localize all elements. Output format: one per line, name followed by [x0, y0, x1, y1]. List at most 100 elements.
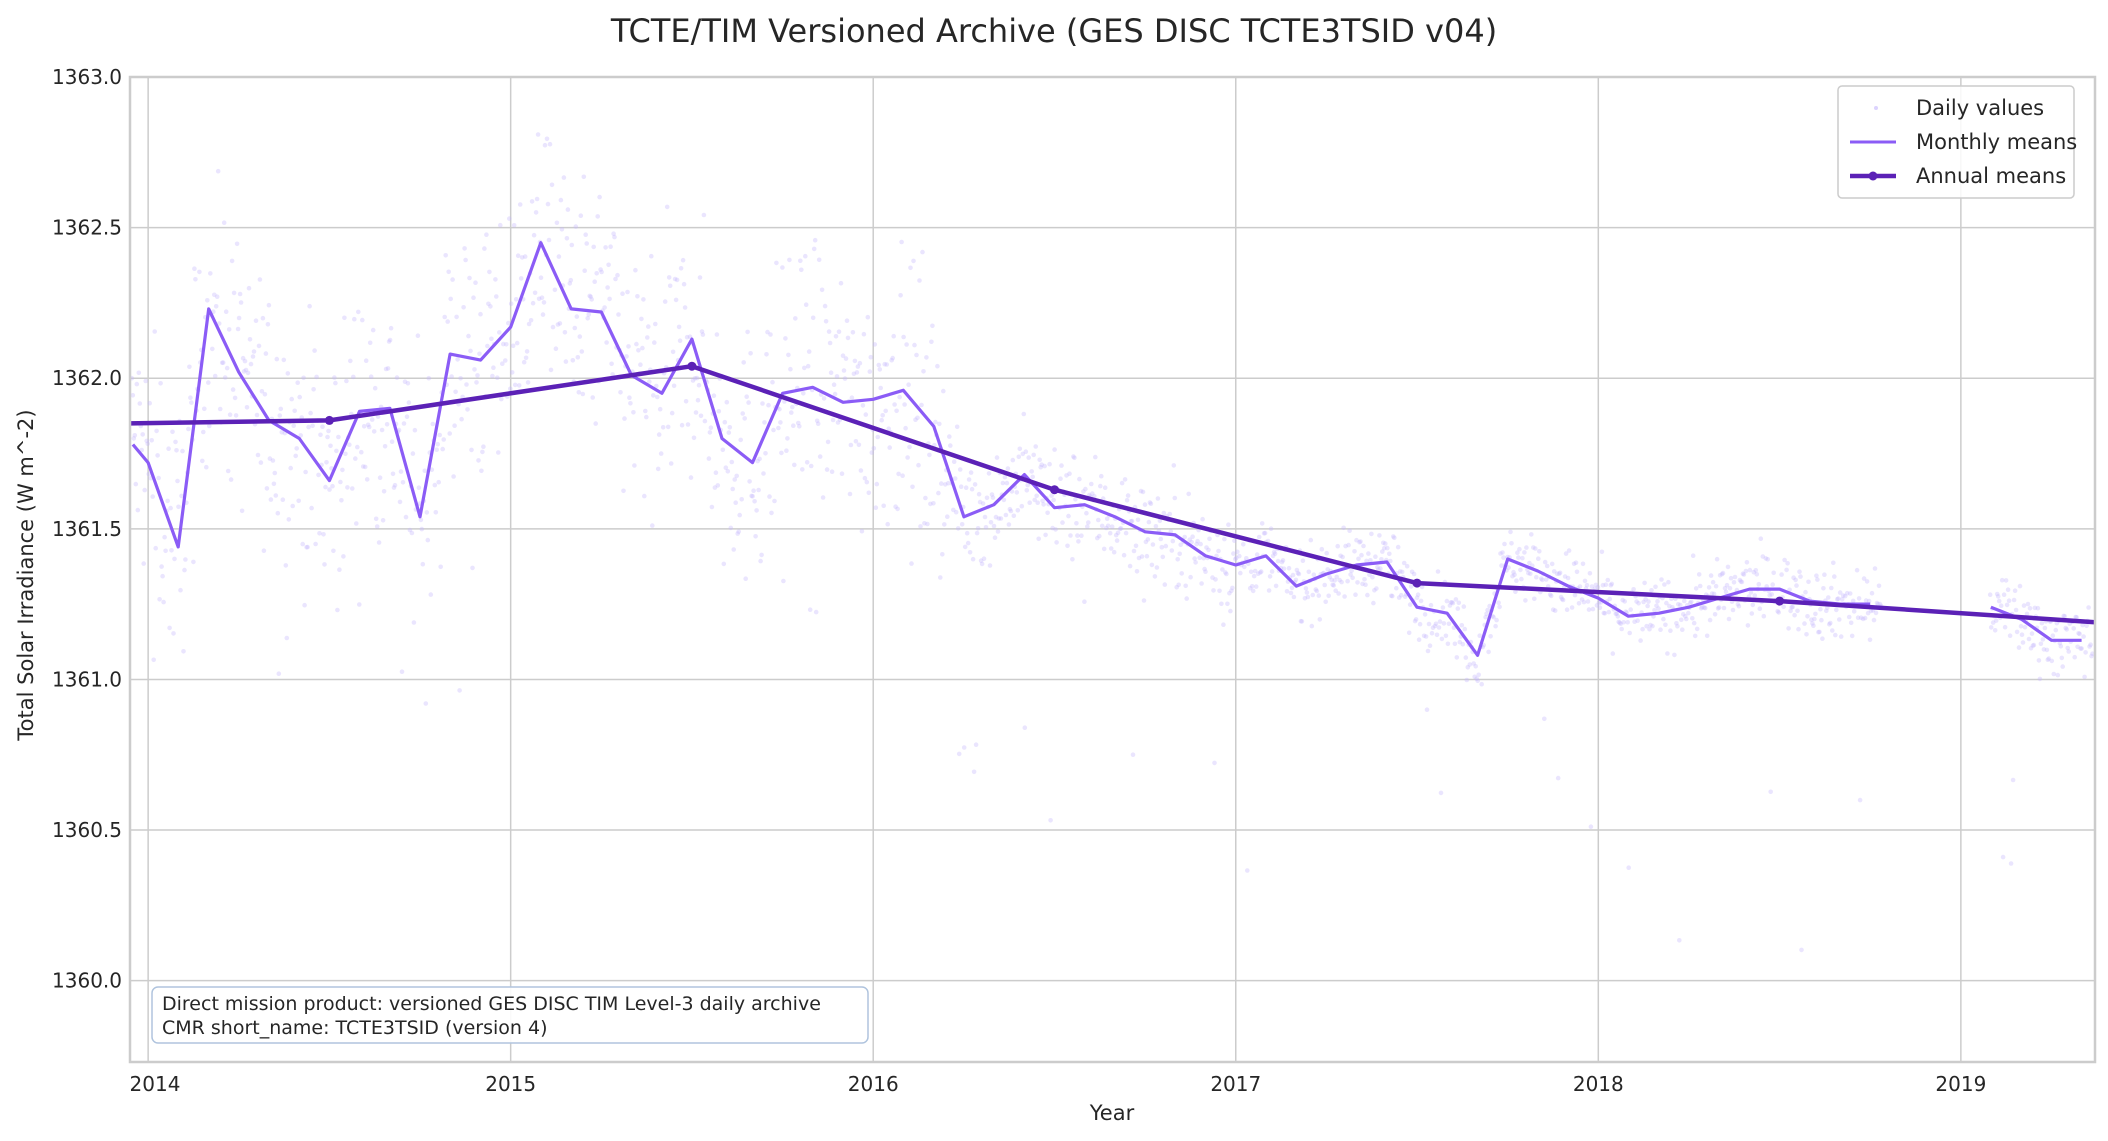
daily-point: [362, 464, 368, 470]
daily-point: [501, 341, 506, 347]
daily-point: [426, 375, 432, 381]
daily-point: [1317, 617, 1323, 622]
y-axis-label: Total Solar Irradiance (W m^-2): [14, 409, 38, 741]
daily-point: [635, 294, 640, 299]
daily-point: [1397, 569, 1403, 574]
daily-point: [1248, 569, 1254, 575]
daily-point: [994, 455, 1000, 460]
daily-point: [1821, 586, 1826, 591]
daily-point: [951, 459, 957, 465]
daily-point: [1622, 599, 1627, 604]
daily-point: [285, 371, 291, 376]
daily-point: [968, 470, 974, 475]
daily-point: [406, 400, 412, 405]
daily-point: [1572, 592, 1578, 598]
daily-point: [1590, 606, 1596, 612]
x-axis-label: Year: [1089, 1101, 1135, 1125]
daily-point: [826, 329, 832, 334]
daily-point: [748, 351, 753, 356]
daily-point: [741, 360, 746, 365]
daily-point: [1438, 790, 1444, 796]
daily-point: [1417, 621, 1423, 627]
daily-point: [851, 371, 857, 377]
daily-point: [2072, 654, 2077, 660]
daily-point: [1524, 545, 1529, 550]
daily-point: [504, 342, 509, 347]
daily-point: [1665, 651, 1670, 656]
daily-point: [1347, 528, 1352, 533]
legend-monthly-label: Monthly means: [1916, 130, 2077, 154]
daily-point: [887, 445, 892, 450]
daily-point: [1707, 617, 1713, 623]
daily-point: [1649, 588, 1654, 593]
daily-point: [920, 249, 925, 255]
daily-point: [790, 404, 795, 410]
daily-point: [1616, 619, 1621, 625]
daily-point: [1354, 537, 1359, 543]
daily-point: [277, 413, 283, 418]
daily-point: [1322, 582, 1327, 588]
daily-point: [1856, 596, 1862, 601]
daily-point: [499, 396, 504, 402]
daily-point: [678, 266, 684, 271]
daily-point: [360, 464, 366, 469]
daily-point: [1048, 818, 1053, 823]
daily-point: [638, 362, 643, 368]
daily-point: [1404, 563, 1410, 569]
daily-point: [365, 422, 371, 428]
daily-point: [507, 216, 512, 221]
daily-point: [1361, 543, 1366, 549]
daily-point: [1444, 598, 1450, 604]
daily-point: [922, 521, 927, 526]
daily-point: [858, 468, 864, 473]
daily-point: [1548, 593, 1554, 599]
daily-point: [608, 244, 613, 249]
daily-point: [1170, 538, 1176, 544]
daily-point: [743, 576, 748, 581]
daily-point: [1666, 579, 1671, 585]
daily-point: [1300, 558, 1306, 563]
daily-point: [1148, 501, 1154, 507]
daily-point: [1462, 626, 1468, 632]
daily-point: [776, 425, 781, 431]
daily-point: [1536, 556, 1541, 561]
daily-point: [1113, 532, 1119, 538]
daily-point: [611, 231, 616, 236]
daily-point: [351, 374, 356, 380]
daily-point: [1761, 613, 1767, 619]
daily-point: [653, 321, 658, 327]
daily-point: [933, 419, 938, 425]
daily-point: [1860, 616, 1866, 622]
daily-point: [430, 421, 436, 427]
daily-point: [850, 330, 856, 335]
daily-point: [334, 448, 339, 454]
daily-point: [1284, 589, 1290, 594]
daily-point: [823, 319, 829, 324]
daily-point: [1058, 476, 1063, 482]
daily-point: [256, 343, 262, 349]
daily-point: [1842, 593, 1848, 599]
daily-point: [1011, 513, 1017, 519]
daily-point: [1280, 558, 1286, 563]
daily-point: [1373, 554, 1378, 559]
daily-point: [1104, 516, 1110, 522]
daily-point: [1602, 611, 1608, 616]
daily-point: [301, 375, 306, 381]
daily-point: [528, 318, 534, 323]
daily-point: [1124, 498, 1130, 503]
daily-point: [2074, 615, 2079, 620]
daily-point: [613, 276, 618, 282]
daily-point: [734, 473, 739, 479]
daily-point: [1036, 536, 1041, 542]
daily-point: [1440, 605, 1446, 610]
daily-point: [602, 305, 607, 310]
daily-point: [1412, 618, 1418, 624]
daily-point: [819, 287, 825, 293]
daily-point: [280, 497, 286, 503]
x-tick-label: 2018: [1573, 1072, 1624, 1096]
daily-point: [889, 357, 894, 363]
daily-point: [364, 477, 370, 482]
daily-point: [1023, 449, 1029, 455]
daily-point: [1075, 533, 1080, 538]
daily-point: [1111, 549, 1117, 555]
